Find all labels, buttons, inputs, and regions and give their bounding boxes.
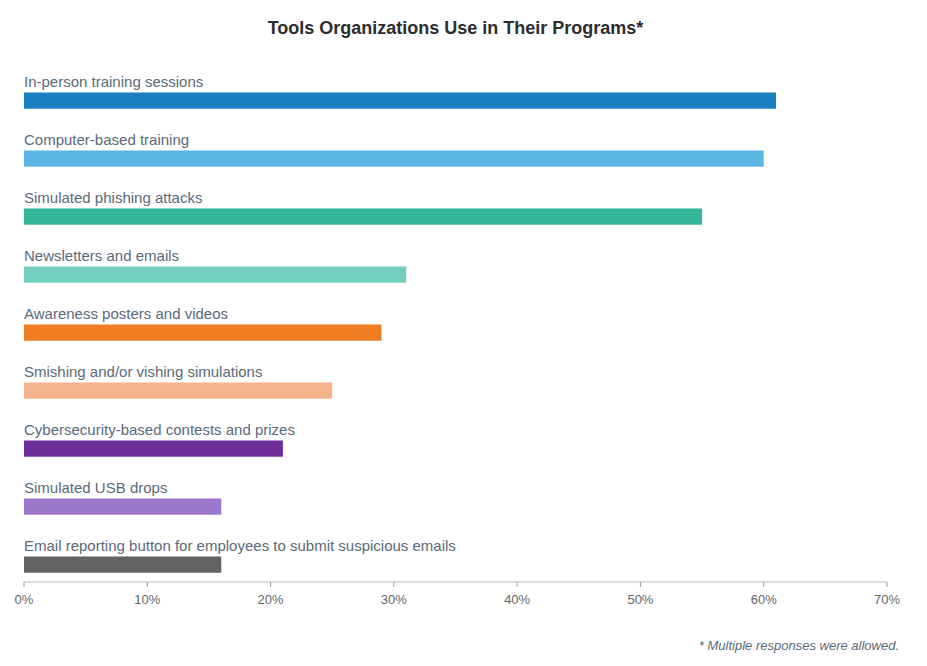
x-tick-label: 40% <box>504 592 530 607</box>
x-tick-label: 0% <box>15 592 34 607</box>
category-label: Simulated USB drops <box>24 479 167 496</box>
bar <box>24 556 221 572</box>
bar <box>24 208 702 224</box>
x-tick-label: 30% <box>381 592 407 607</box>
footnote: * Multiple responses were allowed. <box>699 638 899 653</box>
bar <box>24 92 776 108</box>
category-label: Awareness posters and videos <box>24 305 228 322</box>
bar <box>24 382 332 398</box>
category-label: Simulated phishing attacks <box>24 189 202 206</box>
x-axis-line <box>24 582 887 583</box>
x-tick <box>393 582 394 587</box>
x-tick-label: 60% <box>751 592 777 607</box>
x-tick-label: 50% <box>627 592 653 607</box>
chart-container: Tools Organizations Use in Their Program… <box>0 0 927 666</box>
category-label: Email reporting button for employees to … <box>24 537 456 554</box>
x-tick <box>640 582 641 587</box>
x-tick-label: 70% <box>874 592 900 607</box>
x-tick-label: 10% <box>134 592 160 607</box>
background <box>0 0 927 666</box>
bar <box>24 324 382 340</box>
chart-svg: Tools Organizations Use in Their Program… <box>0 0 927 666</box>
x-axis: 0% 10% 20% 30% 40% 50% 60% 70% <box>15 582 901 607</box>
category-label: Cybersecurity-based contests and prizes <box>24 421 295 438</box>
bar <box>24 440 283 456</box>
x-tick <box>763 582 764 587</box>
category-label: Smishing and/or vishing simulations <box>24 363 262 380</box>
category-labels: In-person training sessions Computer-base… <box>24 73 456 554</box>
category-label: In-person training sessions <box>24 73 203 90</box>
bar <box>24 498 221 514</box>
x-tick <box>147 582 148 587</box>
bar <box>24 150 764 166</box>
title: Tools Organizations Use in Their Program… <box>268 18 644 38</box>
category-label: Computer-based training <box>24 131 189 148</box>
bars <box>24 92 776 572</box>
x-tick-label: 20% <box>258 592 284 607</box>
bar <box>24 266 406 282</box>
x-tick <box>270 582 271 587</box>
x-tick <box>24 582 25 587</box>
x-tick <box>517 582 518 587</box>
category-label: Newsletters and emails <box>24 247 179 264</box>
x-tick <box>887 582 888 587</box>
